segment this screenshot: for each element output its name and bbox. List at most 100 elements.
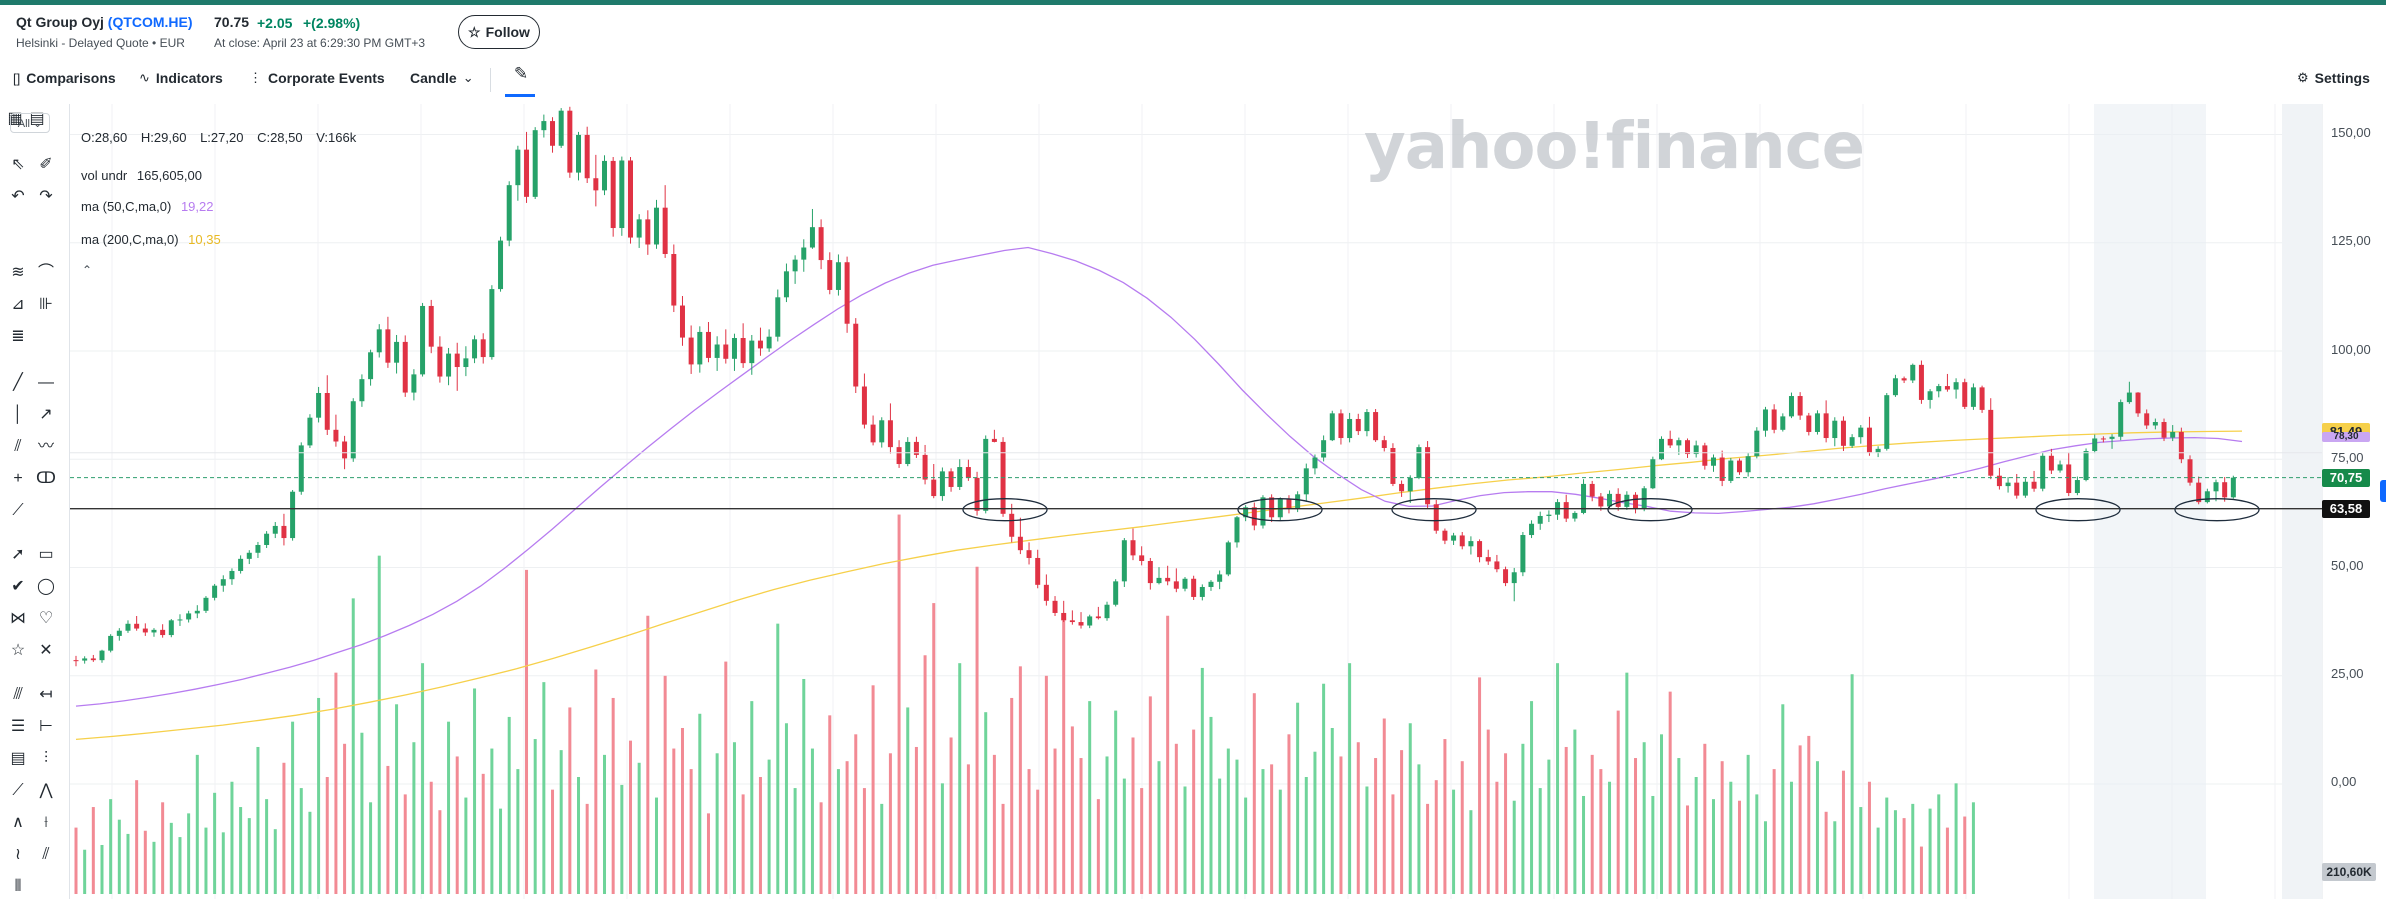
volume-bar (1122, 778, 1126, 894)
settings-button[interactable]: ⚙ Settings (2297, 70, 2370, 86)
volume-bar (906, 707, 910, 894)
volume-bar (438, 810, 442, 894)
chart-type-dropdown[interactable]: Candle ⌄ (410, 70, 474, 86)
redo-icon[interactable]: ↷ (39, 188, 53, 205)
candle-body (1355, 418, 1361, 432)
undo-icon[interactable]: ↶ (11, 188, 25, 205)
candle-body (194, 610, 200, 614)
ticker-symbol[interactable]: (QTCOM.HE) (107, 14, 193, 30)
candle-body (853, 323, 859, 387)
corporate-events-button[interactable]: ⋮ Corporate Events (249, 70, 385, 86)
pitchfork-icon[interactable]: ⫻ (13, 686, 23, 703)
y-tick-label: 100,00 (2331, 342, 2371, 357)
volume-bar (1928, 808, 1932, 894)
bracket-icon[interactable]: ⊢ (39, 718, 53, 735)
candle-body (1537, 515, 1543, 524)
bowtie-icon[interactable]: ⋈ (10, 610, 26, 627)
parallel-channel-icon[interactable]: ⫽ (14, 438, 22, 455)
fan-icon[interactable]: ⊿ (11, 296, 25, 313)
close-icon[interactable]: ✕ (39, 642, 53, 659)
gann-icon[interactable]: ☰ (10, 718, 26, 735)
support-ellipse (1391, 498, 1477, 522)
candle-body (1529, 523, 1535, 536)
speed-fan-icon[interactable]: ⟊ (43, 814, 49, 831)
ma200-legend[interactable]: ma (200,C,ma,0) 10,35 (81, 232, 221, 247)
wave-icon[interactable]: 〰 (37, 438, 54, 455)
right-panel-tab[interactable] (2380, 480, 2386, 502)
support-ellipse (2035, 498, 2121, 522)
measure-icon[interactable]: ↤ (39, 686, 53, 703)
ruler-icon[interactable]: ✐ (39, 156, 53, 173)
candle-body (125, 623, 131, 631)
high-value: H:29,60 (140, 130, 187, 145)
path-icon[interactable]: ↀ (36, 470, 56, 487)
trendline-icon[interactable]: ╱ (13, 374, 23, 391)
candle-body (1589, 483, 1595, 497)
volume-profile-icon[interactable]: ⦀ (14, 878, 22, 895)
candle-body (1485, 557, 1491, 562)
star-tool-icon[interactable]: ☆ (10, 642, 26, 659)
candle-body (740, 338, 746, 364)
heart-icon[interactable]: ♡ (38, 610, 54, 627)
ray-icon[interactable]: ↗ (39, 406, 53, 423)
volume-legend[interactable]: vol undr 165,605,00 (81, 168, 202, 183)
segment-icon[interactable]: ⟋ (12, 502, 24, 519)
indicators-button[interactable]: ∿ Indicators (139, 70, 223, 86)
follow-button[interactable]: ☆ Follow (458, 15, 540, 49)
volume-bar (1356, 742, 1360, 894)
volume-bar (1556, 663, 1560, 894)
vertical-line-icon[interactable]: │ (13, 406, 23, 423)
candle-body (446, 353, 452, 377)
brush-icon[interactable]: ≀ (15, 846, 21, 863)
volume-bar (204, 827, 208, 894)
collapse-legend-icon[interactable]: ⌃ (82, 263, 93, 277)
volume-bar (1937, 794, 1941, 894)
candle-body (879, 420, 885, 443)
y-tick-label: 150,00 (2331, 125, 2371, 140)
candle-body (480, 339, 486, 358)
tool-filter-select[interactable]: All ⌄ (10, 113, 50, 133)
future-band (2282, 104, 2322, 899)
arc-icon[interactable]: ⌒ (37, 264, 54, 281)
horizontal-line-icon[interactable]: — (38, 374, 54, 391)
volume-bar (1460, 761, 1464, 894)
volume-bar (1859, 807, 1863, 894)
candle-body (1130, 540, 1136, 556)
volume-bar (360, 732, 364, 894)
check-icon[interactable]: ✔ (11, 578, 25, 595)
channel-icon[interactable]: ≋ (11, 264, 25, 281)
volume-bar (620, 784, 624, 894)
ellipse-icon[interactable]: ◯ (37, 578, 55, 595)
price-chart[interactable] (0, 104, 2386, 899)
pencil-icon[interactable]: ✎ (513, 64, 529, 83)
volume-bar (1763, 821, 1767, 894)
polyline-icon[interactable]: ⟋ (12, 782, 24, 799)
candle-body (1433, 504, 1439, 531)
candle-body (974, 477, 980, 511)
bar-pattern-icon[interactable]: ⫶ (43, 750, 48, 767)
cyclic-icon[interactable]: ∧ (12, 814, 24, 831)
candle-body (2170, 431, 2176, 438)
volume-value: V:166k (316, 130, 357, 145)
volume-bar (975, 566, 979, 894)
candle-body (896, 447, 902, 465)
arrow-icon[interactable]: ➚ (11, 546, 25, 563)
ma50-legend[interactable]: ma (50,C,ma,0) 19,22 (81, 199, 213, 214)
table-icon[interactable]: ▤ (10, 750, 26, 767)
levels-icon[interactable]: ≣ (11, 328, 25, 345)
candle-body (2204, 491, 2210, 503)
volume-bar (776, 623, 780, 894)
fibonacci-icon[interactable]: ⊪ (39, 296, 53, 313)
comparisons-button[interactable]: [] Comparisons (13, 70, 116, 86)
candle-body (342, 441, 348, 459)
volume-bar (1304, 777, 1308, 894)
layout-list-icon[interactable]: ▤ (29, 110, 45, 127)
candle-body (2092, 438, 2098, 452)
crosshair-icon[interactable]: + (13, 470, 23, 487)
highlighter-icon[interactable]: ⫽ (42, 846, 50, 863)
projection-icon[interactable]: ⋀ (39, 782, 53, 799)
candle-body (2109, 436, 2115, 439)
cursor-icon[interactable]: ⇖ (11, 156, 25, 173)
rectangle-icon[interactable]: ▭ (38, 546, 54, 563)
candle-body (766, 336, 772, 349)
